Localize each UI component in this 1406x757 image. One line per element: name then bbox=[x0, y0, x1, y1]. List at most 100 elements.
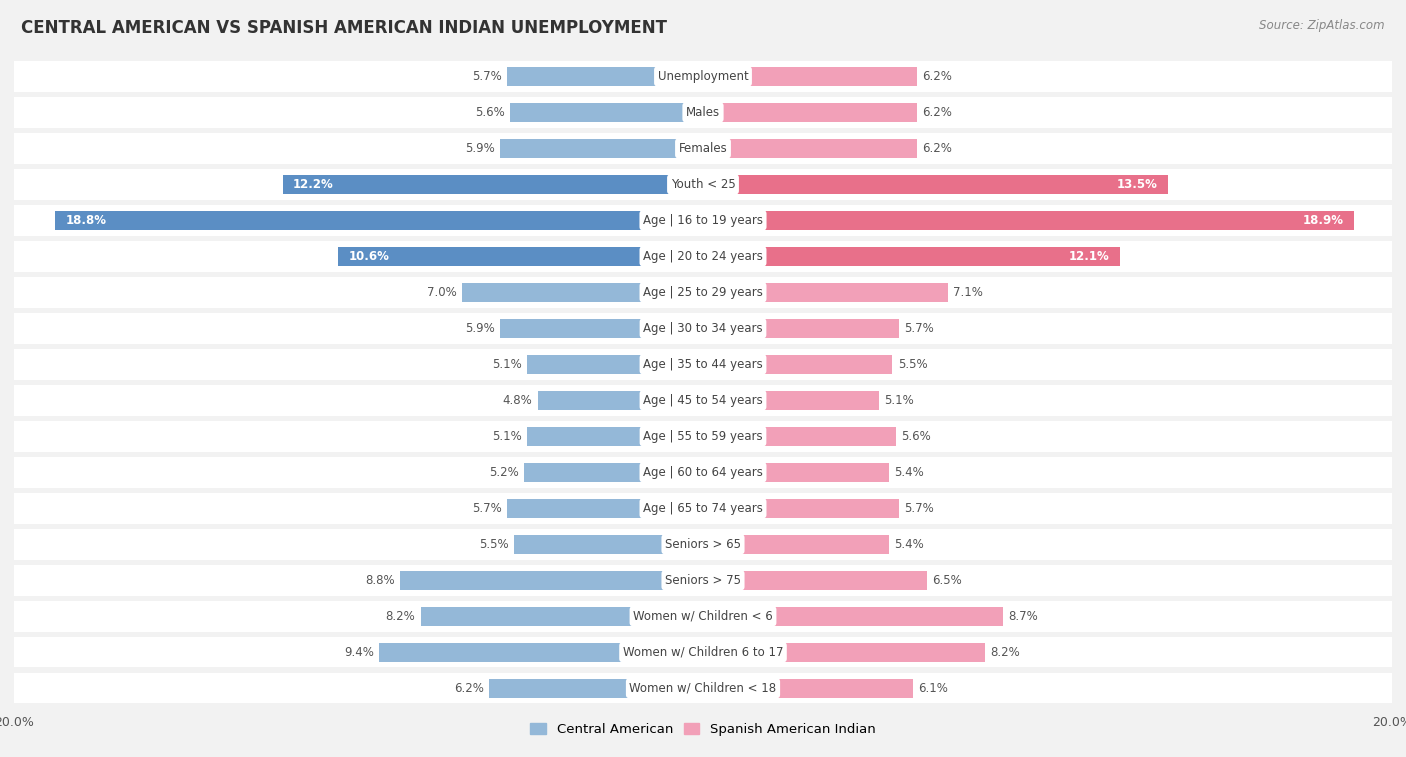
Text: 6.2%: 6.2% bbox=[922, 106, 952, 119]
Text: 8.2%: 8.2% bbox=[991, 646, 1021, 659]
Text: Age | 60 to 64 years: Age | 60 to 64 years bbox=[643, 466, 763, 478]
Text: 6.2%: 6.2% bbox=[454, 682, 484, 695]
Bar bbox=[14, 97, 1392, 128]
Text: 5.9%: 5.9% bbox=[465, 322, 495, 335]
Text: 6.5%: 6.5% bbox=[932, 574, 962, 587]
Bar bbox=[420, 607, 703, 625]
Bar bbox=[55, 211, 703, 229]
Bar bbox=[703, 319, 900, 338]
Text: 5.5%: 5.5% bbox=[897, 358, 927, 371]
Bar bbox=[703, 499, 900, 518]
Bar bbox=[703, 535, 889, 553]
Bar bbox=[703, 283, 948, 302]
Text: Age | 25 to 29 years: Age | 25 to 29 years bbox=[643, 286, 763, 299]
Bar bbox=[513, 535, 703, 553]
Text: 4.8%: 4.8% bbox=[503, 394, 533, 407]
Text: 5.1%: 5.1% bbox=[492, 358, 522, 371]
Text: Seniors > 65: Seniors > 65 bbox=[665, 537, 741, 551]
Text: Seniors > 75: Seniors > 75 bbox=[665, 574, 741, 587]
Bar bbox=[703, 391, 879, 410]
Bar bbox=[14, 241, 1392, 272]
Text: 8.7%: 8.7% bbox=[1008, 609, 1038, 623]
Text: 5.5%: 5.5% bbox=[479, 537, 509, 551]
Bar bbox=[703, 571, 927, 590]
Bar bbox=[703, 427, 896, 446]
Bar bbox=[489, 679, 703, 697]
Bar bbox=[14, 637, 1392, 668]
Text: Age | 55 to 59 years: Age | 55 to 59 years bbox=[643, 430, 763, 443]
Text: 5.4%: 5.4% bbox=[894, 537, 924, 551]
Text: Age | 65 to 74 years: Age | 65 to 74 years bbox=[643, 502, 763, 515]
Text: 9.4%: 9.4% bbox=[344, 646, 374, 659]
Bar bbox=[14, 61, 1392, 92]
Bar bbox=[703, 211, 1354, 229]
Bar bbox=[703, 643, 986, 662]
Bar bbox=[524, 463, 703, 481]
Text: 5.6%: 5.6% bbox=[475, 106, 505, 119]
Text: Age | 20 to 24 years: Age | 20 to 24 years bbox=[643, 250, 763, 263]
Text: 8.2%: 8.2% bbox=[385, 609, 415, 623]
Bar bbox=[399, 571, 703, 590]
Bar bbox=[537, 391, 703, 410]
Text: 5.6%: 5.6% bbox=[901, 430, 931, 443]
Bar bbox=[510, 103, 703, 122]
Text: 5.1%: 5.1% bbox=[884, 394, 914, 407]
Text: 5.1%: 5.1% bbox=[492, 430, 522, 443]
Text: Unemployment: Unemployment bbox=[658, 70, 748, 83]
Bar bbox=[461, 283, 703, 302]
Bar bbox=[527, 355, 703, 374]
Bar bbox=[14, 601, 1392, 631]
Text: 8.8%: 8.8% bbox=[366, 574, 395, 587]
Bar bbox=[499, 319, 703, 338]
Bar bbox=[703, 355, 893, 374]
Text: Age | 16 to 19 years: Age | 16 to 19 years bbox=[643, 213, 763, 227]
Text: 5.4%: 5.4% bbox=[894, 466, 924, 478]
Bar bbox=[14, 493, 1392, 524]
Bar bbox=[703, 679, 912, 697]
Bar bbox=[703, 607, 1002, 625]
Text: 10.6%: 10.6% bbox=[349, 250, 389, 263]
Text: 6.2%: 6.2% bbox=[922, 142, 952, 155]
Bar bbox=[380, 643, 703, 662]
Text: 6.1%: 6.1% bbox=[918, 682, 948, 695]
Bar bbox=[527, 427, 703, 446]
Text: 7.0%: 7.0% bbox=[427, 286, 457, 299]
Text: Source: ZipAtlas.com: Source: ZipAtlas.com bbox=[1260, 19, 1385, 32]
Bar bbox=[14, 133, 1392, 164]
Legend: Central American, Spanish American Indian: Central American, Spanish American India… bbox=[524, 717, 882, 741]
Text: Age | 30 to 34 years: Age | 30 to 34 years bbox=[643, 322, 763, 335]
Text: 5.7%: 5.7% bbox=[904, 322, 934, 335]
Bar bbox=[14, 421, 1392, 452]
Bar bbox=[337, 247, 703, 266]
Text: 12.1%: 12.1% bbox=[1069, 250, 1109, 263]
Bar bbox=[14, 277, 1392, 307]
Text: Females: Females bbox=[679, 142, 727, 155]
Text: 18.9%: 18.9% bbox=[1303, 213, 1344, 227]
Bar bbox=[14, 169, 1392, 200]
Bar bbox=[283, 175, 703, 194]
Bar bbox=[703, 463, 889, 481]
Bar bbox=[703, 247, 1119, 266]
Text: Males: Males bbox=[686, 106, 720, 119]
Text: 7.1%: 7.1% bbox=[953, 286, 983, 299]
Bar bbox=[703, 139, 917, 157]
Bar bbox=[14, 385, 1392, 416]
Text: CENTRAL AMERICAN VS SPANISH AMERICAN INDIAN UNEMPLOYMENT: CENTRAL AMERICAN VS SPANISH AMERICAN IND… bbox=[21, 19, 666, 37]
Text: 18.8%: 18.8% bbox=[66, 213, 107, 227]
Text: 13.5%: 13.5% bbox=[1116, 178, 1157, 191]
Bar bbox=[14, 349, 1392, 379]
Text: 5.7%: 5.7% bbox=[472, 502, 502, 515]
Bar bbox=[14, 529, 1392, 559]
Text: 6.2%: 6.2% bbox=[922, 70, 952, 83]
Text: Youth < 25: Youth < 25 bbox=[671, 178, 735, 191]
Text: Women w/ Children < 6: Women w/ Children < 6 bbox=[633, 609, 773, 623]
Bar bbox=[703, 103, 917, 122]
Bar bbox=[703, 67, 917, 86]
Text: 5.9%: 5.9% bbox=[465, 142, 495, 155]
Bar bbox=[506, 67, 703, 86]
Bar bbox=[14, 565, 1392, 596]
Text: Women w/ Children 6 to 17: Women w/ Children 6 to 17 bbox=[623, 646, 783, 659]
Bar bbox=[506, 499, 703, 518]
Bar bbox=[14, 205, 1392, 235]
Bar bbox=[14, 457, 1392, 488]
